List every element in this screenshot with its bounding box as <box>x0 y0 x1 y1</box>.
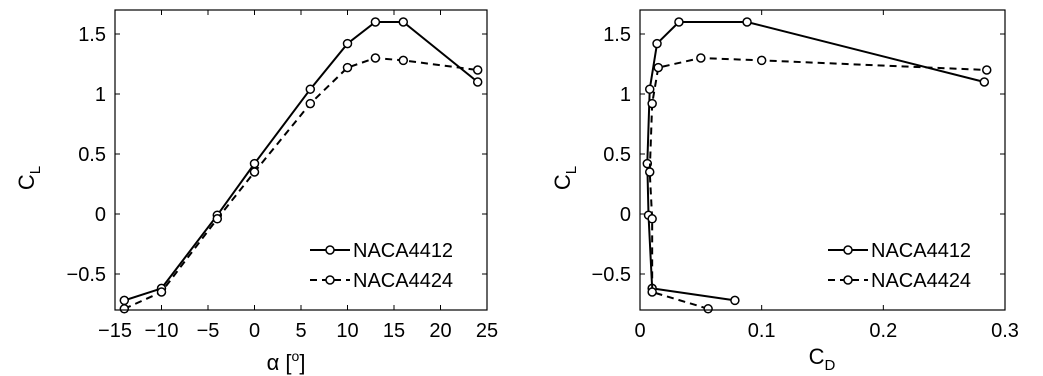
x-tick-label: 5 <box>295 320 306 342</box>
x-tick-label: 0 <box>634 320 645 342</box>
data-point <box>398 17 409 27</box>
data-point <box>342 62 353 73</box>
data-point <box>982 65 992 75</box>
data-point <box>342 38 353 49</box>
data-point <box>644 84 655 94</box>
data-point <box>742 17 752 27</box>
y-tick-label: −0.5 <box>67 264 106 286</box>
x-tick-label: 10 <box>336 320 358 342</box>
x-tick-label: 0 <box>249 320 260 342</box>
x-tick-label: 0.2 <box>869 320 897 342</box>
x-tick-label: 20 <box>429 320 451 342</box>
y-tick-label: 1 <box>620 84 631 106</box>
y-axis-label: CL <box>550 166 580 190</box>
x-tick-label: −5 <box>197 320 220 342</box>
data-point <box>647 214 657 224</box>
legend-marker <box>325 245 335 255</box>
chart-cd-vs-cl: 0 0.1 0.2 0.3 −0.5 0 0.5 1 1.5 NACA4412 NACA4424 C… <box>550 9 1019 374</box>
data-point <box>305 84 316 94</box>
chart-alpha-vs-cl: −15 −10 −5 0 5 10 15 20 25 −0.5 0 0.5 1 1.5 NACA4412 NA… <box>14 9 498 375</box>
data-point <box>647 287 657 297</box>
data-point <box>674 17 684 27</box>
legend-label: NACA4412 <box>871 240 971 262</box>
data-point <box>730 295 740 306</box>
x-tick-label: 0.1 <box>748 320 776 342</box>
x-tick-label: −10 <box>145 320 179 342</box>
x-tick-label: 0.3 <box>991 320 1019 342</box>
data-point <box>652 38 662 49</box>
data-point <box>370 53 381 63</box>
data-point <box>756 55 767 66</box>
data-point <box>979 77 990 87</box>
y-tick-label: −0.5 <box>592 264 631 286</box>
data-point <box>644 167 655 177</box>
legend-marker <box>325 275 335 285</box>
data-point <box>156 287 167 297</box>
data-point <box>249 167 260 177</box>
legend-marker <box>843 245 853 255</box>
data-point <box>703 304 713 314</box>
legend-label: NACA4424 <box>353 270 453 292</box>
data-point <box>212 214 223 224</box>
legend-marker <box>843 275 853 285</box>
data-point <box>472 77 483 87</box>
y-tick-label: 1.5 <box>78 24 106 46</box>
data-point <box>305 98 316 109</box>
y-tick-label: 0 <box>95 204 106 226</box>
data-point <box>370 17 381 27</box>
plot-frame <box>114 9 488 311</box>
legend-label: NACA4424 <box>871 270 971 292</box>
x-tick-label: 15 <box>383 320 405 342</box>
legend-label: NACA4412 <box>353 240 453 262</box>
x-tick-label: −15 <box>98 320 132 342</box>
x-axis-label: α [o] <box>267 348 306 375</box>
y-tick-label: 0.5 <box>78 144 106 166</box>
data-point <box>119 295 130 306</box>
x-axis-label: CD <box>809 344 836 374</box>
y-tick-label: 0.5 <box>603 144 631 166</box>
y-tick-label: 1 <box>95 84 106 106</box>
data-point <box>249 158 260 169</box>
data-point <box>398 55 409 66</box>
data-point <box>653 62 663 73</box>
y-axis-label: CL <box>14 166 44 190</box>
y-tick-label: 1.5 <box>603 24 631 46</box>
plot-frame <box>639 9 1006 311</box>
data-point <box>696 53 706 63</box>
data-point <box>119 304 130 314</box>
y-tick-label: 0 <box>620 204 631 226</box>
data-point <box>472 65 483 75</box>
x-tick-label: 25 <box>476 320 498 342</box>
data-point <box>647 98 657 109</box>
